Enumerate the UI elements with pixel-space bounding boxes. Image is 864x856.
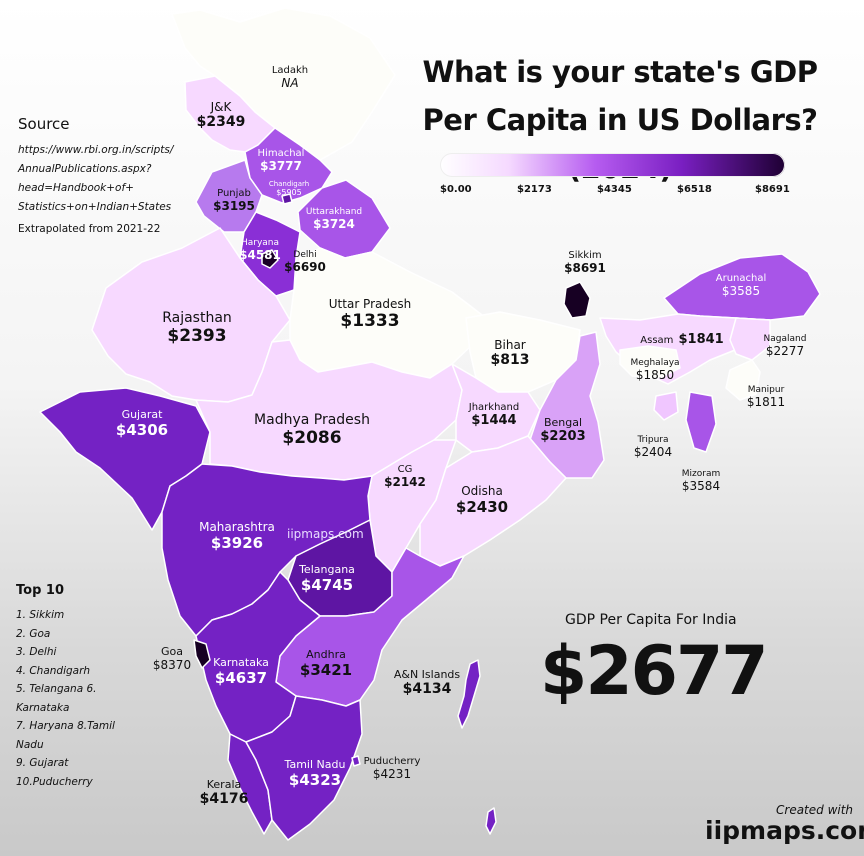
state-label-punjab: Punjab $3195	[213, 188, 255, 213]
state-label-andhra: Andhra $3421	[299, 648, 353, 679]
region-an-islands	[457, 659, 481, 729]
state-label-mp: Madhya Pradesh $2086	[254, 412, 370, 448]
source-url-line: head=Handbook+of+	[18, 182, 134, 194]
top10-item: 1. Sikkim	[16, 609, 65, 621]
legend-tick-0: $0.00	[440, 184, 472, 195]
state-label-ladakh: Ladakh NA	[271, 65, 309, 90]
region-sikkim	[563, 281, 591, 319]
state-label-nagaland: Nagaland $2277	[763, 334, 807, 358]
state-label-himachal: Himachal $3777	[257, 148, 305, 173]
state-label-goa: Goa $8370	[152, 645, 192, 672]
state-label-haryana: Haryana $4581	[239, 238, 281, 262]
region-delhi	[261, 249, 279, 269]
state-label-odisha: Odisha $2430	[455, 484, 509, 516]
top10-item: 2. Goa	[16, 627, 51, 640]
state-label-mizoram: Mizoram $3584	[681, 469, 721, 493]
legend-tick-1: $2173	[517, 184, 552, 195]
region-mizoram	[685, 391, 717, 453]
region-meghalaya	[619, 345, 681, 379]
state-label-karnataka: Karnataka $4637	[213, 656, 269, 687]
state-label-jharkhand: Jharkhand $1444	[468, 402, 520, 428]
state-label-kerala: Kerala $4176	[199, 778, 249, 807]
legend-tick-4: $8691	[755, 184, 790, 195]
region-an-islands-south	[485, 807, 497, 835]
state-label-arunachal: Arunachal $3585	[715, 273, 767, 298]
top10-heading: Top 10	[16, 583, 64, 598]
source-note: Extrapolated from 2021-22	[18, 223, 161, 235]
top10-item: 10.Puducherry	[16, 775, 93, 788]
region-manipur	[725, 359, 761, 401]
region-puducherry	[351, 755, 361, 767]
state-label-gujarat: Gujarat $4306	[115, 408, 169, 439]
credit-small: Created with	[776, 803, 854, 817]
top10-item: 4. Chandigarh	[16, 664, 91, 677]
legend-tick-3: $6518	[677, 184, 712, 195]
legend-tick-2: $4345	[597, 184, 632, 195]
state-label-meghalaya: Meghalaya $1850	[630, 358, 680, 382]
state-label-maharashtra: Maharashtra $3926	[199, 520, 275, 552]
state-label-bengal: Bengal $2203	[540, 416, 586, 444]
watermark: iipmaps.com	[287, 527, 364, 541]
state-label-puducherry: Puducherry $4231	[363, 756, 421, 781]
state-label-up: Uttar Pradesh $1333	[328, 297, 412, 331]
source-block: Source https://www.rbi.org.in/scripts/ A…	[18, 115, 218, 235]
top10-item: 5. Telangana 6. Karnataka	[16, 683, 97, 714]
state-label-telangana: Telangana $4745	[299, 563, 355, 594]
state-label-rajasthan: Rajasthan $2393	[162, 310, 232, 346]
india-gdp-value: $2677	[540, 632, 769, 711]
top10-item: 7. Haryana 8.Tamil Nadu	[16, 720, 115, 751]
top10-item: 3. Delhi	[16, 646, 57, 658]
state-label-cg: CG $2142	[384, 464, 426, 489]
state-label-assam: Assam $1841	[640, 332, 724, 347]
top10-item: 9. Gujarat	[16, 757, 69, 769]
region-tripura	[653, 391, 679, 421]
state-label-tripura: Tripura $2404	[633, 435, 673, 459]
source-url-line: Statistics+on+Indian+States	[18, 201, 172, 213]
state-label-jk: J&K $2349	[196, 100, 246, 130]
credit-brand: iipmaps.com	[705, 816, 864, 845]
top10-list: Top 10 1. Sikkim 2. Goa 3. Delhi 4. Chan…	[16, 583, 126, 791]
state-label-bihar: Bihar $813	[490, 338, 530, 368]
source-heading: Source	[18, 115, 70, 133]
region-tamilnadu	[245, 695, 363, 841]
state-label-tamilnadu: Tamil Nadu $4323	[284, 758, 346, 789]
region-goa	[193, 639, 211, 669]
state-label-sikkim: Sikkim $8691	[564, 250, 606, 275]
source-url-line: https://www.rbi.org.in/scripts/	[18, 144, 174, 156]
state-label-an-islands: A&N Islands $4134	[393, 668, 461, 697]
region-chandigarh	[281, 193, 293, 205]
source-url-line: AnnualPublications.aspx?	[18, 163, 152, 175]
color-scale-bar	[440, 153, 785, 177]
state-label-uttarakhand: Uttarakhand $3724	[305, 207, 363, 231]
state-label-chandigarh: Chandigarh $5905	[268, 180, 310, 197]
state-label-delhi: Delhi $6690	[284, 250, 326, 274]
region-odisha	[419, 435, 567, 567]
india-gdp-label: GDP Per Capita For India	[565, 612, 737, 628]
state-label-manipur: Manipur $1811	[746, 385, 786, 409]
region-ladakh	[171, 7, 396, 161]
